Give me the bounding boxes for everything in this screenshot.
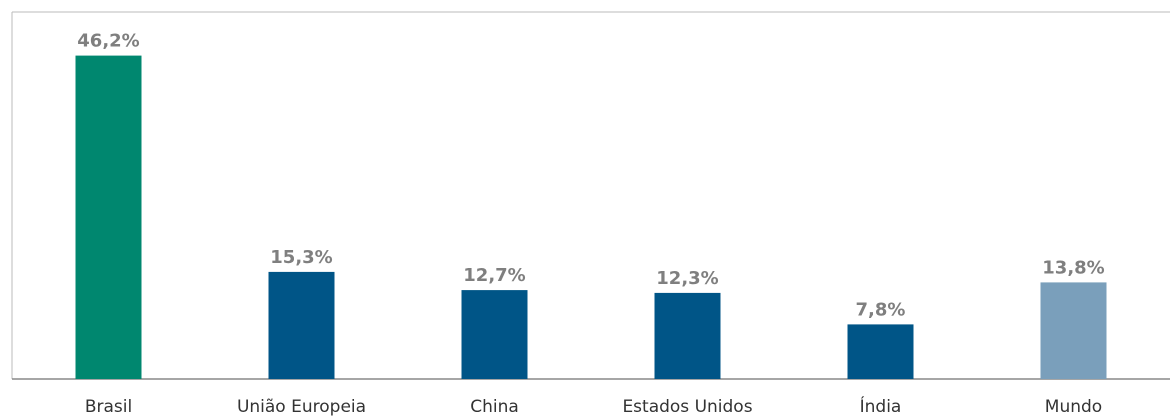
bar [1040, 282, 1107, 379]
x-tick-label: China [470, 397, 519, 417]
x-tick-label: União Europeia [237, 397, 366, 417]
bar [461, 290, 528, 379]
x-tick-label: Mundo [1045, 397, 1102, 417]
value-label: 12,3% [656, 268, 718, 289]
x-tick-label: Estados Unidos [622, 397, 752, 417]
x-tick-label: Índia [860, 395, 902, 417]
bar [654, 292, 721, 379]
value-label: 12,7% [463, 265, 525, 286]
x-tick-label: Brasil [85, 397, 132, 417]
value-label: 15,3% [270, 247, 332, 268]
value-label: 7,8% [856, 299, 906, 320]
bar [847, 324, 914, 379]
value-label: 13,8% [1042, 257, 1104, 278]
value-label: 46,2% [77, 31, 139, 52]
bar [268, 271, 335, 379]
bar [75, 55, 142, 379]
